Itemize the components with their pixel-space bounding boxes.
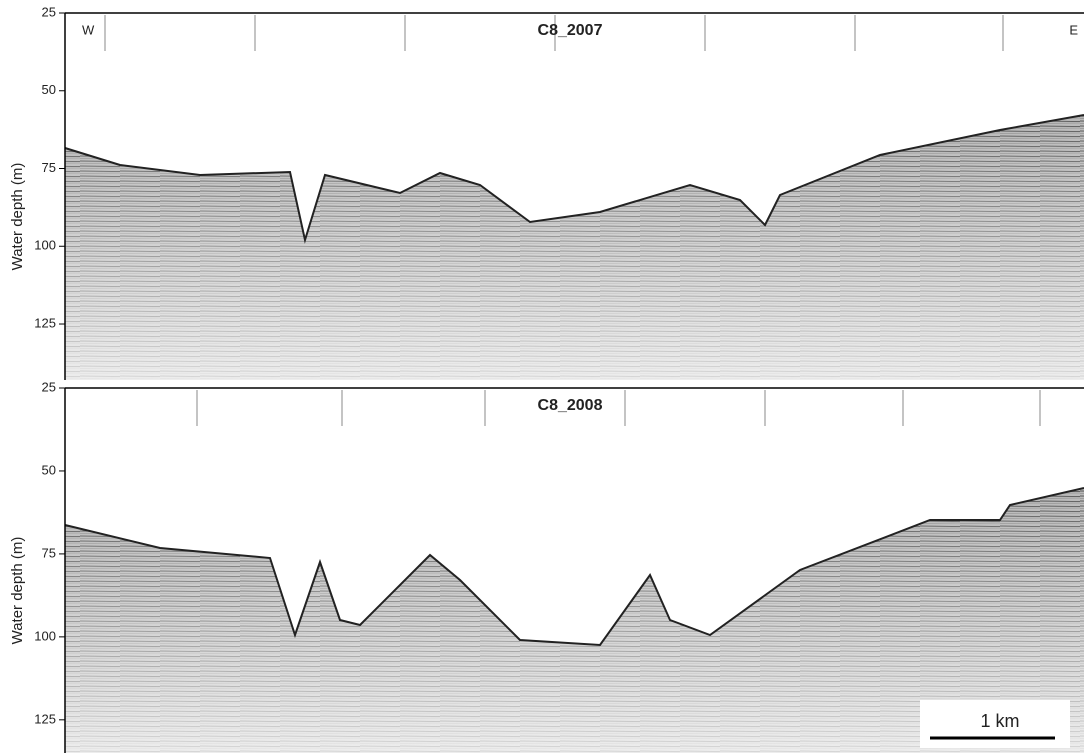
scale-bar-label: 1 km <box>980 711 1019 731</box>
y-tick-label: 75 <box>42 160 56 175</box>
y-tick-label: 25 <box>42 4 56 19</box>
y-tick-label: 50 <box>42 82 56 97</box>
direction-label: E <box>1069 22 1078 37</box>
y-axis-label: Water depth (m) <box>9 537 26 645</box>
panel-title: C8_2007 <box>538 22 603 39</box>
y-tick-label: 100 <box>34 628 56 643</box>
y-axis-label: Water depth (m) <box>9 163 26 271</box>
y-tick-label: 25 <box>42 379 56 394</box>
seismic-fade <box>65 115 1084 380</box>
y-tick-label: 100 <box>34 238 56 253</box>
y-tick-label: 125 <box>34 315 56 330</box>
direction-label: W <box>82 22 95 37</box>
figure: 25 50 75 100 125 Water depth (m) C8_2007 W E 25 50… <box>0 0 1084 753</box>
y-tick-label: 125 <box>34 711 56 726</box>
panel-title: C8_2008 <box>538 397 603 414</box>
y-tick-label: 50 <box>42 462 56 477</box>
y-tick-label: 75 <box>42 545 56 560</box>
